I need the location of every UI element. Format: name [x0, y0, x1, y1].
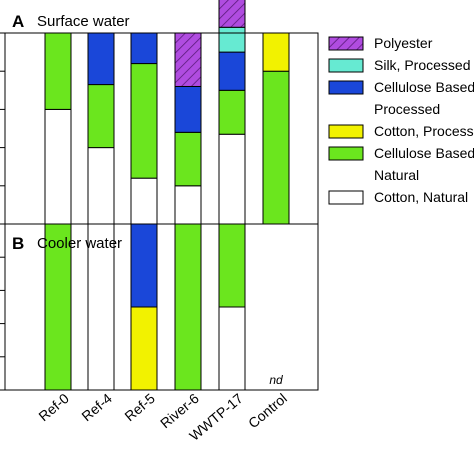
bar-segment — [87, 32, 115, 86]
x-tick-label: Ref-4 — [78, 390, 115, 424]
bar-segment — [174, 131, 202, 187]
x-tick-label: Ref-5 — [121, 390, 158, 424]
legend-swatch — [328, 190, 364, 205]
legend-label: Cellulose Based, — [374, 145, 474, 161]
panel-B: nd B Cooler water — [0, 223, 319, 391]
bar-segment — [218, 306, 246, 391]
bar-segment — [130, 63, 158, 179]
bar-segment — [174, 32, 202, 87]
legend-label: Cotton, Natural — [374, 189, 468, 205]
bar-segment — [218, 133, 246, 225]
legend-item: Cotton, Processed — [328, 123, 474, 139]
bar-segment — [174, 223, 202, 391]
legend-label: Cotton, Processed — [374, 123, 474, 139]
bar-segment — [174, 185, 202, 225]
bar-segment — [130, 177, 158, 225]
bar-segment — [218, 26, 246, 53]
bar-segment — [130, 32, 158, 65]
annotation-nd: nd — [269, 373, 283, 387]
bar-segment — [130, 306, 158, 391]
bar-segment — [218, 0, 246, 28]
legend: Polyester Silk, Processed Cellulose Based,… — [328, 35, 474, 205]
legend-swatch — [328, 124, 364, 139]
bar-segment — [218, 89, 246, 135]
bar-segment — [87, 147, 115, 225]
legend-item: Silk, Processed — [328, 57, 470, 73]
panel-title: Cooler water — [37, 235, 122, 252]
panel-A: A Surface water — [0, 0, 319, 225]
x-tick-label: Control — [245, 390, 290, 431]
bar-segment — [44, 32, 72, 110]
bar-segment — [262, 32, 290, 72]
plot-frame — [4, 223, 319, 391]
bar-segment — [174, 85, 202, 133]
legend-item: Cellulose Based, Natural — [328, 145, 474, 183]
legend-label: Processed — [374, 101, 440, 117]
bar-segment — [218, 51, 246, 91]
bar-segment — [218, 223, 246, 308]
legend-swatch — [328, 58, 364, 73]
legend-swatch — [328, 146, 364, 161]
bar-segment — [262, 70, 290, 225]
legend-item: Polyester — [328, 35, 433, 51]
legend-label: Natural — [374, 167, 419, 183]
panel-letter: B — [12, 234, 24, 253]
x-tick-label: Ref-0 — [35, 390, 72, 424]
bar-segment — [87, 84, 115, 149]
panel-title: Surface water — [37, 13, 130, 30]
legend-label: Polyester — [374, 35, 433, 51]
legend-swatch — [328, 36, 364, 51]
panel-letter: A — [12, 12, 24, 31]
bar-segment — [87, 223, 115, 391]
legend-label: Silk, Processed — [374, 57, 470, 73]
bar-segment — [44, 108, 72, 225]
legend-swatch — [328, 80, 364, 95]
chart-panels: A Surface water nd B Cooler water Ref-0 Ref-4 R… — [0, 0, 319, 444]
legend-item: Cellulose Based, Processed — [328, 79, 474, 117]
legend-item: Cotton, Natural — [328, 189, 468, 205]
bar-segment — [130, 223, 158, 308]
legend-label: Cellulose Based, — [374, 79, 474, 95]
